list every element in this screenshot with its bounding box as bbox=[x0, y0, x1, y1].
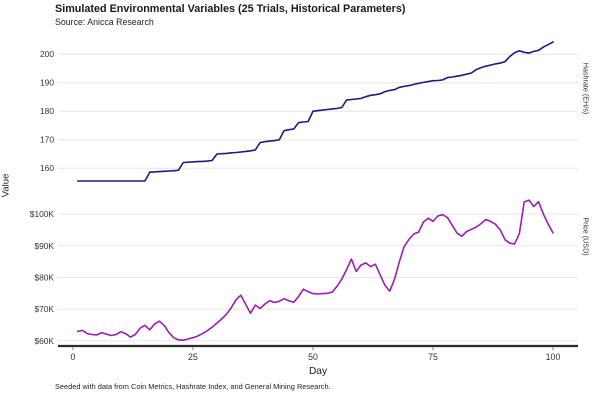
y-tick-label: $90K bbox=[34, 241, 54, 251]
x-axis-label: Day bbox=[308, 366, 328, 377]
x-tick-label: 75 bbox=[428, 352, 438, 362]
x-tick-label: 25 bbox=[188, 352, 198, 362]
chart-subtitle: Source: Anicca Research bbox=[55, 17, 154, 27]
y-tick-label: 160 bbox=[40, 163, 54, 173]
y-tick-label: 180 bbox=[40, 106, 54, 116]
right-axis-label-price: Price (USD) bbox=[581, 217, 591, 256]
x-tick-label: 100 bbox=[546, 352, 561, 362]
chart-title: Simulated Environmental Variables (25 Tr… bbox=[55, 3, 406, 15]
y-tick-label: 190 bbox=[40, 78, 54, 88]
y-tick-label: $60K bbox=[34, 336, 54, 346]
right-axis-label-hashrate: Hashrate (EH/s) bbox=[581, 62, 591, 115]
y-tick-label: $70K bbox=[34, 304, 54, 314]
data-source-note: Seeded with data from Coin Metrics, Hash… bbox=[55, 382, 331, 391]
price-line bbox=[76, 199, 554, 341]
hashrate-line bbox=[76, 41, 554, 182]
y-axis-label: Value bbox=[0, 173, 12, 198]
x-tick-label: 50 bbox=[308, 352, 318, 362]
y-tick-label: $80K bbox=[34, 273, 54, 283]
y-tick-label: $100K bbox=[30, 209, 55, 219]
y-tick-label: 200 bbox=[40, 49, 54, 59]
y-tick-label: 170 bbox=[40, 135, 54, 145]
x-tick-label: 0 bbox=[70, 352, 75, 362]
